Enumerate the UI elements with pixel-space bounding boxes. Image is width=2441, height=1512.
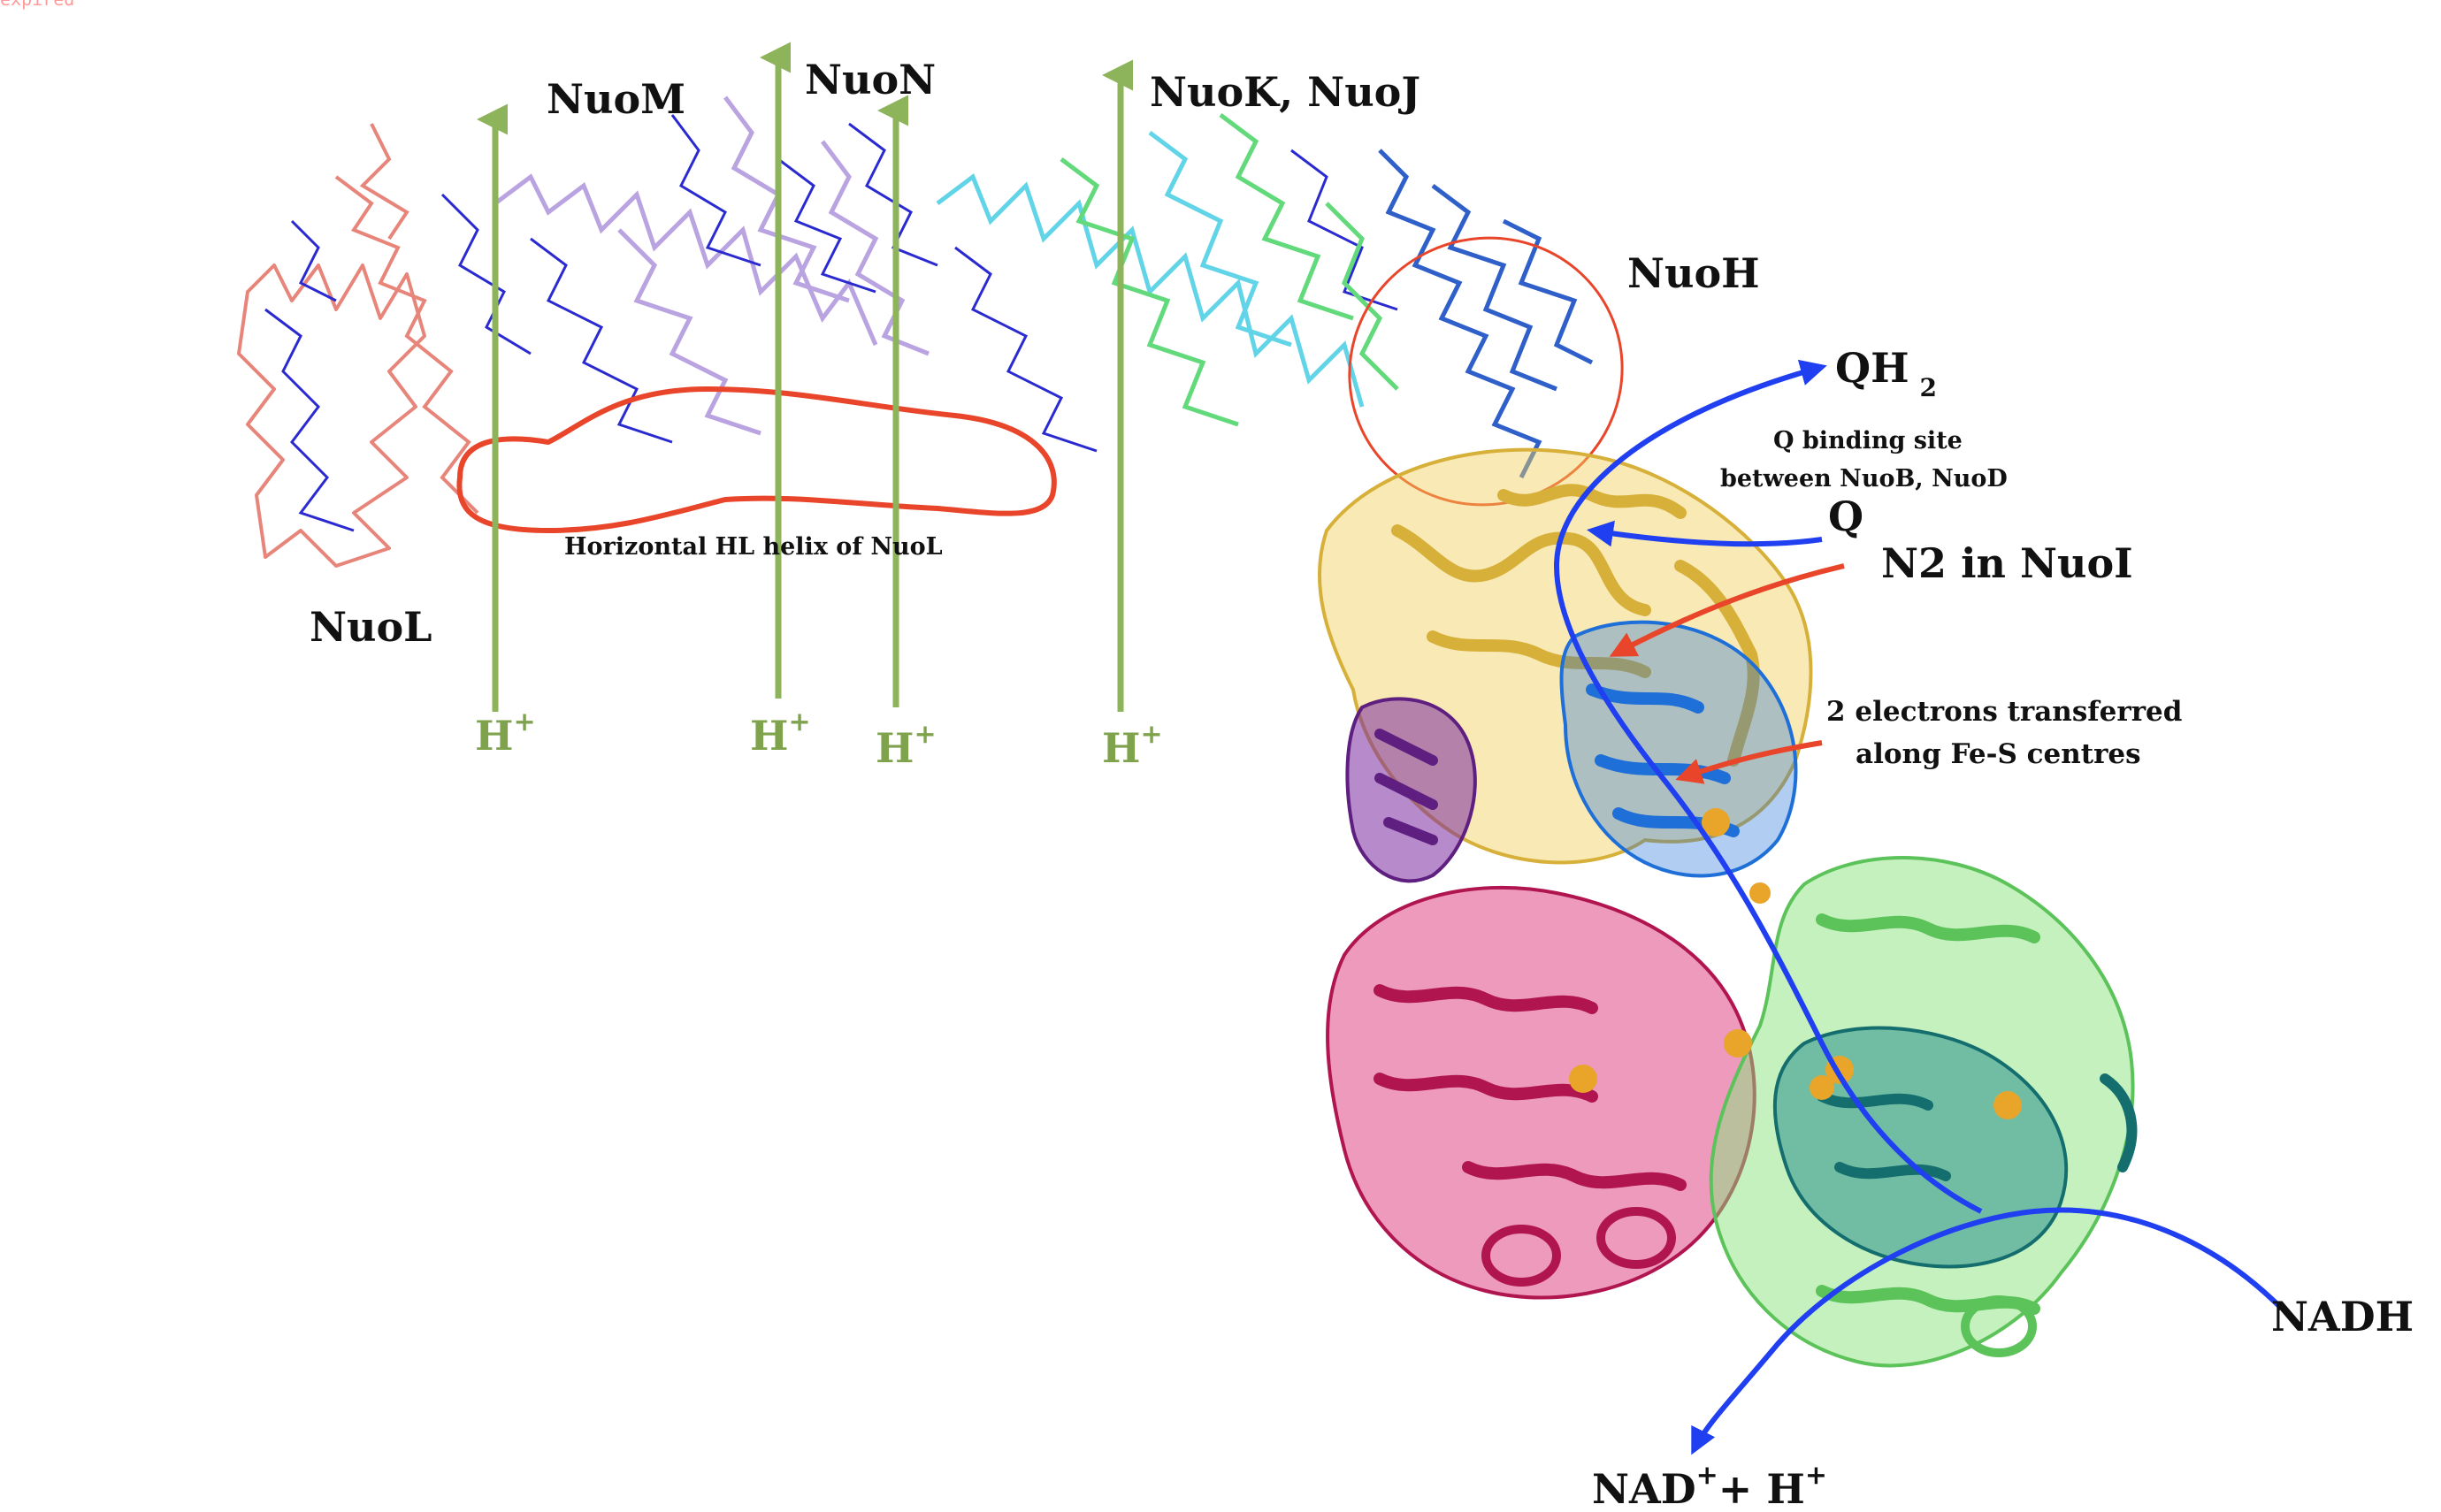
fe-s-centres: [1569, 808, 2022, 1119]
label-nadh: NADH: [2271, 1293, 2414, 1340]
label-q-site-2: between NuoB, NuoD: [1720, 465, 2008, 493]
electron-path: [1553, 359, 2284, 1455]
label-qh2: QH 2: [1835, 344, 1937, 402]
label-nad: NAD++ H+: [1592, 1460, 1827, 1512]
nuoL-structure: [237, 123, 532, 568]
label-nuoN: NuoN: [805, 56, 936, 103]
n2-arrow: [1609, 563, 1845, 657]
label-electrons-1: 2 electrons transferred: [1826, 696, 2182, 728]
label-n2: N2 in NuoI: [1881, 539, 2133, 587]
nuoN-structure: [821, 122, 938, 356]
hl-helix-outline: [456, 386, 1057, 533]
corner-text: expired: [0, 0, 74, 10]
nuoM-structure: [494, 95, 878, 444]
proton-label-3: H+: [876, 719, 937, 772]
proton-label-2: H+: [750, 706, 811, 760]
label-nuoM: NuoM: [547, 75, 685, 123]
label-nuoH: NuoH: [1627, 249, 1760, 297]
proton-arrows: [477, 42, 1133, 712]
nuoH-structure: [1378, 149, 1594, 479]
proton-label-4: H+: [1102, 719, 1163, 772]
label-nuoKJ: NuoK, NuoJ: [1150, 68, 1420, 116]
purple-domain: [1345, 697, 1477, 883]
label-q: Q: [1828, 493, 1863, 540]
label-electrons-2: along Fe-S centres: [1856, 738, 2141, 770]
label-hl-helix: Horizontal HL helix of NuoL: [564, 533, 943, 561]
pink-domain: [1326, 885, 1756, 1300]
label-nuoL: NuoL: [310, 603, 432, 651]
nuoKJ-structure: [936, 113, 1399, 453]
proton-label-1: H+: [475, 706, 536, 760]
label-q-site-1: Q binding site: [1773, 427, 1963, 454]
electrons-arrow: [1675, 740, 1823, 784]
